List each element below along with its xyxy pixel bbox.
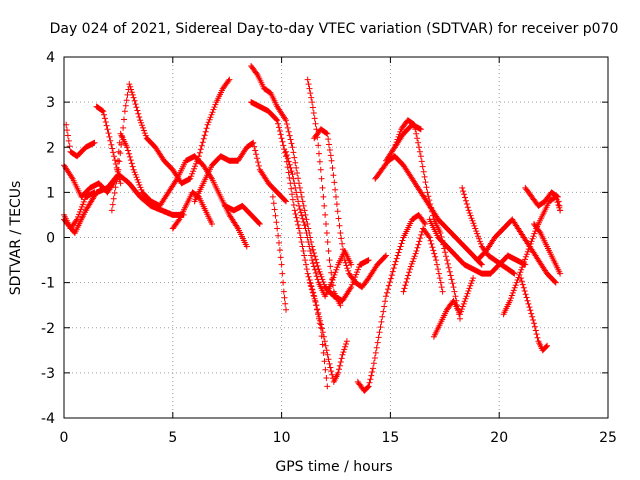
series-s23: [426, 216, 529, 277]
series-markers: [518, 275, 551, 354]
series-s27: [522, 184, 564, 214]
x-tick-label: 20: [490, 430, 508, 446]
series-markers: [222, 202, 263, 227]
series-markers: [108, 76, 233, 214]
series-markers: [269, 193, 289, 313]
series-s29: [531, 221, 564, 277]
series-markers: [283, 148, 355, 300]
series-s22: [430, 275, 477, 340]
series-s28: [518, 275, 551, 354]
series-s9: [222, 202, 263, 227]
series-s16: [306, 279, 350, 385]
series-markers: [61, 171, 187, 236]
chart-title: Day 024 of 2021, Sidereal Day-to-day VTE…: [50, 21, 619, 37]
series-markers: [191, 139, 289, 205]
series-s7: [169, 189, 215, 232]
axis-ticks: [63, 56, 609, 419]
y-tick-label: -2: [41, 321, 55, 337]
series-markers: [311, 126, 389, 291]
series-markers: [354, 211, 429, 394]
y-tick-label: -3: [41, 366, 55, 382]
y-tick-label: 3: [46, 95, 55, 111]
series-markers: [522, 184, 564, 214]
series-s17: [354, 211, 429, 394]
series-markers: [531, 221, 564, 277]
series-s3: [63, 121, 98, 160]
x-axis-label: GPS time / hours: [275, 459, 392, 475]
series-markers: [306, 279, 350, 385]
x-tick-label: 5: [168, 430, 177, 446]
series-markers: [383, 121, 424, 164]
series-s8: [191, 139, 289, 205]
y-tick-label: 0: [46, 231, 55, 247]
series-s6: [108, 76, 233, 214]
data-markers: [61, 63, 564, 394]
x-tick-label: 10: [273, 430, 291, 446]
series-s15: [311, 126, 389, 291]
series-s4: [61, 171, 187, 236]
x-tick-label: 25: [599, 430, 617, 446]
x-tick-label: 0: [60, 430, 69, 446]
y-tick-label: 2: [46, 140, 55, 156]
series-markers: [169, 189, 215, 232]
x-tick-label: 15: [381, 430, 399, 446]
y-tick-label: -1: [41, 276, 55, 292]
series-markers: [426, 216, 529, 277]
series-s12: [269, 193, 289, 313]
series-s13: [283, 148, 355, 300]
y-tick-label: 1: [46, 185, 55, 201]
y-tick-label: -4: [41, 411, 55, 427]
series-markers: [63, 121, 98, 160]
series-markers: [400, 225, 446, 295]
tick-labels: 0 5 10 15 20 25 -4 -3 -2 -1 0 1 2 3 4: [41, 50, 617, 446]
y-tick-label: 4: [46, 50, 55, 66]
series-s20: [383, 121, 424, 164]
series-s24: [459, 184, 518, 277]
series-markers: [304, 76, 344, 309]
y-axis-label: SDTVAR / TECUs: [8, 181, 24, 296]
series-s14: [304, 76, 344, 309]
series-s21: [400, 225, 446, 295]
series-markers: [430, 275, 477, 340]
series-markers: [459, 184, 518, 277]
